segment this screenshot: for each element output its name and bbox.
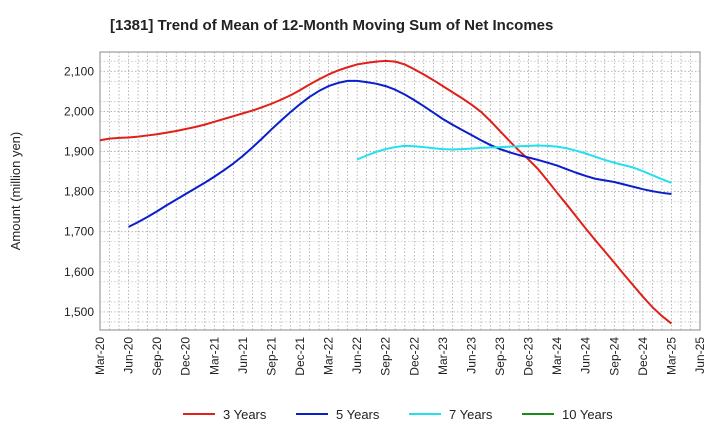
x-tick-label: Dec-24	[636, 337, 650, 376]
x-tick-label: Jun-20	[122, 337, 136, 374]
x-axis: Mar-20 Jun-20 Sep-20 Dec-20 Mar-21 Jun-21 Sep-…	[93, 337, 707, 376]
legend-label: 7 Years	[449, 407, 493, 422]
series-line-3-years	[99, 59, 673, 325]
x-tick-label: Jun-24	[579, 337, 593, 374]
x-tick-label: Jun-21	[236, 337, 250, 374]
x-tick-label: Jun-23	[464, 337, 478, 374]
y-axis-title: Amount (million yen)	[8, 132, 23, 251]
x-tick-label: Mar-25	[664, 337, 678, 375]
y-tick-label: 1,500	[64, 305, 94, 319]
x-tick-label: Mar-22	[322, 337, 336, 375]
legend-label: 5 Years	[336, 407, 380, 422]
plot-area	[99, 51, 701, 331]
x-tick-label: Dec-21	[293, 337, 307, 376]
x-tick-label: Sep-20	[150, 337, 164, 376]
x-tick-label: Jun-22	[350, 337, 364, 374]
x-tick-label: Sep-23	[493, 337, 507, 376]
x-tick-label: Dec-23	[522, 337, 536, 376]
x-tick-label: Dec-22	[407, 337, 421, 376]
legend-label: 10 Years	[562, 407, 613, 422]
series-line-7-years	[356, 144, 672, 184]
y-tick-label: 1,800	[64, 185, 94, 199]
chart-title: [1381] Trend of Mean of 12-Month Moving …	[110, 17, 553, 34]
x-tick-label: Sep-22	[379, 337, 393, 376]
x-tick-label: Jun-25	[693, 337, 707, 374]
x-tick-label: Sep-24	[607, 337, 621, 376]
series-line-5-years	[128, 79, 672, 228]
y-axis: 1,500 1,600 1,700 1,800 1,900 2,000 2,100	[64, 64, 94, 319]
grid-lines	[100, 52, 700, 330]
x-tick-label: Mar-23	[436, 337, 450, 375]
x-tick-label: Mar-24	[550, 337, 564, 375]
legend-label: 3 Years	[223, 407, 267, 422]
x-tick-label: Mar-20	[93, 337, 107, 375]
x-tick-label: Mar-21	[207, 337, 221, 375]
y-tick-label: 1,900	[64, 144, 94, 158]
x-tick-label: Dec-20	[179, 337, 193, 376]
y-tick-label: 2,100	[64, 64, 94, 78]
y-tick-label: 1,700	[64, 225, 94, 239]
y-tick-label: 1,600	[64, 265, 94, 279]
x-tick-label: Sep-21	[264, 337, 278, 376]
y-tick-label: 2,000	[64, 104, 94, 118]
series-lines	[99, 59, 673, 325]
legend: 3 Years 5 Years 7 Years 10 Years	[183, 407, 613, 422]
